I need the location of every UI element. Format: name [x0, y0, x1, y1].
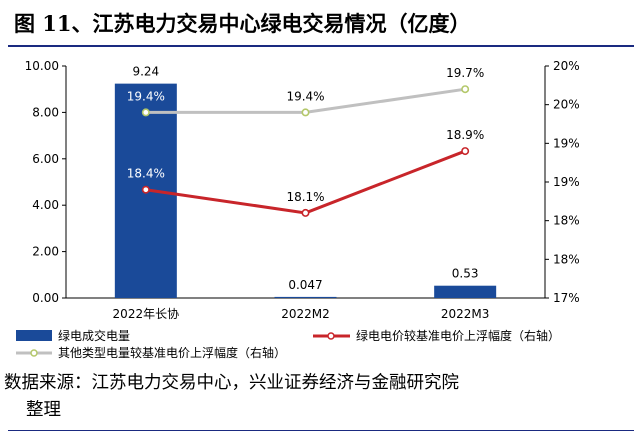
- right-tick-label: 18%: [553, 252, 580, 266]
- line-point: [301, 208, 310, 217]
- line-value-label: 19.7%: [446, 66, 484, 80]
- right-tick-label: 19%: [553, 136, 580, 150]
- bottom-rule: [8, 430, 634, 431]
- right-tick-label: 18%: [553, 214, 580, 228]
- x-category-label: 2022年长协: [113, 306, 180, 321]
- bar-value-label: 0.047: [288, 278, 322, 292]
- right-tick-label: 19%: [553, 175, 580, 189]
- bar: [434, 285, 497, 298]
- left-tick-label: 0.00: [32, 291, 59, 305]
- right-tick-label: 20%: [553, 59, 580, 73]
- left-tick-label: 8.00: [32, 105, 59, 119]
- line-value-label: 19.4%: [286, 89, 324, 103]
- bar-value-label: 9.24: [132, 65, 159, 79]
- line-value-label: 19.4%: [127, 89, 165, 103]
- source-note: 数据来源：江苏电力交易中心，兴业证券经济与金融研究院 整理: [4, 370, 634, 424]
- right-tick-label: 20%: [553, 98, 580, 112]
- line-value-label: 18.9%: [446, 128, 484, 142]
- title-rule: [8, 45, 634, 47]
- legend-label: 绿电成交电量: [58, 328, 130, 343]
- legend-label: 其他类型电量较基准电价上浮幅度（右轴）: [58, 345, 286, 360]
- legend-marker: [30, 349, 38, 357]
- left-tick-label: 2.00: [32, 245, 59, 259]
- figure-title: 图 11、江苏电力交易中心绿电交易情况（亿度）: [14, 11, 471, 36]
- line-point: [141, 108, 150, 117]
- green-power-trading-chart: 0.00 2.00 4.00 6.00 8.00 10.00 17% 18% 18% 19% 19%…: [16, 59, 580, 360]
- legend: 绿电成交电量 绿电电价较基准电价上浮幅度（右轴） 其他类型电量较基准电价上浮幅度（右…: [16, 328, 560, 360]
- bar: [274, 296, 337, 298]
- right-tick-label: 17%: [553, 291, 580, 305]
- source-line-2: 整理: [26, 400, 61, 420]
- left-tick-label: 10.00: [25, 59, 59, 73]
- lines: [141, 85, 470, 217]
- bars: [114, 83, 497, 298]
- x-category-label: 2022M3: [441, 307, 490, 321]
- line-point: [141, 185, 150, 194]
- legend-label: 绿电电价较基准电价上浮幅度（右轴）: [356, 328, 560, 343]
- data-labels: 9.24 0.047 0.53 19.4% 19.4% 19.7% 18.4% 18.1% 18…: [127, 65, 484, 292]
- legend-swatch-bar: [16, 330, 52, 341]
- line-point: [461, 147, 470, 156]
- axes: 0.00 2.00 4.00 6.00 8.00 10.00 17% 18% 18% 19% 19%…: [25, 59, 580, 321]
- line-point: [461, 85, 470, 94]
- bar-value-label: 0.53: [452, 267, 479, 281]
- left-tick-label: 4.00: [32, 198, 59, 212]
- left-tick-label: 6.00: [32, 152, 59, 166]
- source-line-1: 数据来源：江苏电力交易中心，兴业证券经济与金融研究院: [4, 373, 459, 393]
- legend-marker: [327, 332, 335, 340]
- x-category-label: 2022M2: [281, 307, 330, 321]
- line-value-label: 18.4%: [127, 167, 165, 181]
- line-point: [301, 108, 310, 117]
- line-value-label: 18.1%: [286, 190, 324, 204]
